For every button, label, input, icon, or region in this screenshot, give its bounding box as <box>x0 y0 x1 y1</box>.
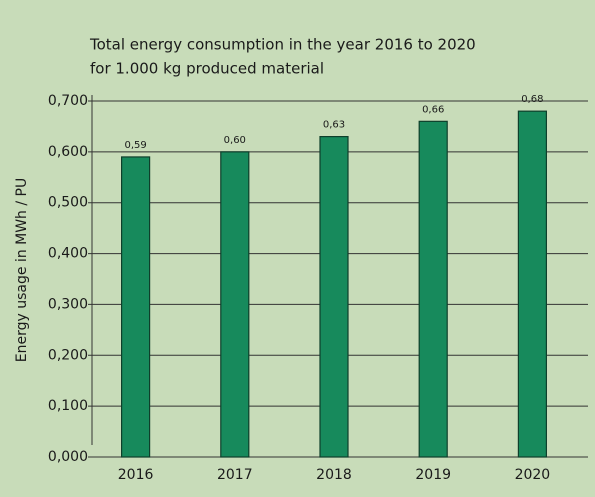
y-tick-label: 0,500 <box>48 195 88 211</box>
y-tick-label: 0,200 <box>48 347 88 363</box>
bar <box>120 156 151 458</box>
y-tick-label: 0,300 <box>48 296 88 312</box>
data-label: 0,68 <box>521 94 543 105</box>
y-tick-label: 0,700 <box>48 93 88 109</box>
chart-title: Total energy consumption in the year 201… <box>89 36 476 54</box>
data-label: 0,60 <box>224 135 246 146</box>
y-tick-label: 0,400 <box>48 246 88 262</box>
data-label: 0,59 <box>124 140 146 151</box>
x-tick-label: 2020 <box>515 467 551 483</box>
bar <box>517 110 548 458</box>
x-tick-label: 2017 <box>217 467 253 483</box>
y-tick-label: 0,100 <box>48 398 88 414</box>
x-tick-label: 2019 <box>415 467 451 483</box>
x-tick-label: 2016 <box>118 467 154 483</box>
bar <box>319 136 349 458</box>
y-axis-label: Energy usage in MWh / PU <box>14 178 30 362</box>
y-tick-label: 0,000 <box>48 449 88 465</box>
x-tick-label: 2018 <box>316 467 352 483</box>
bar <box>220 151 250 458</box>
data-label: 0,63 <box>323 120 345 131</box>
bar <box>418 120 448 458</box>
y-tick-label: 0,600 <box>48 144 88 160</box>
data-label: 0,66 <box>422 104 444 115</box>
chart-subtitle: for 1.000 kg produced material <box>90 60 324 78</box>
